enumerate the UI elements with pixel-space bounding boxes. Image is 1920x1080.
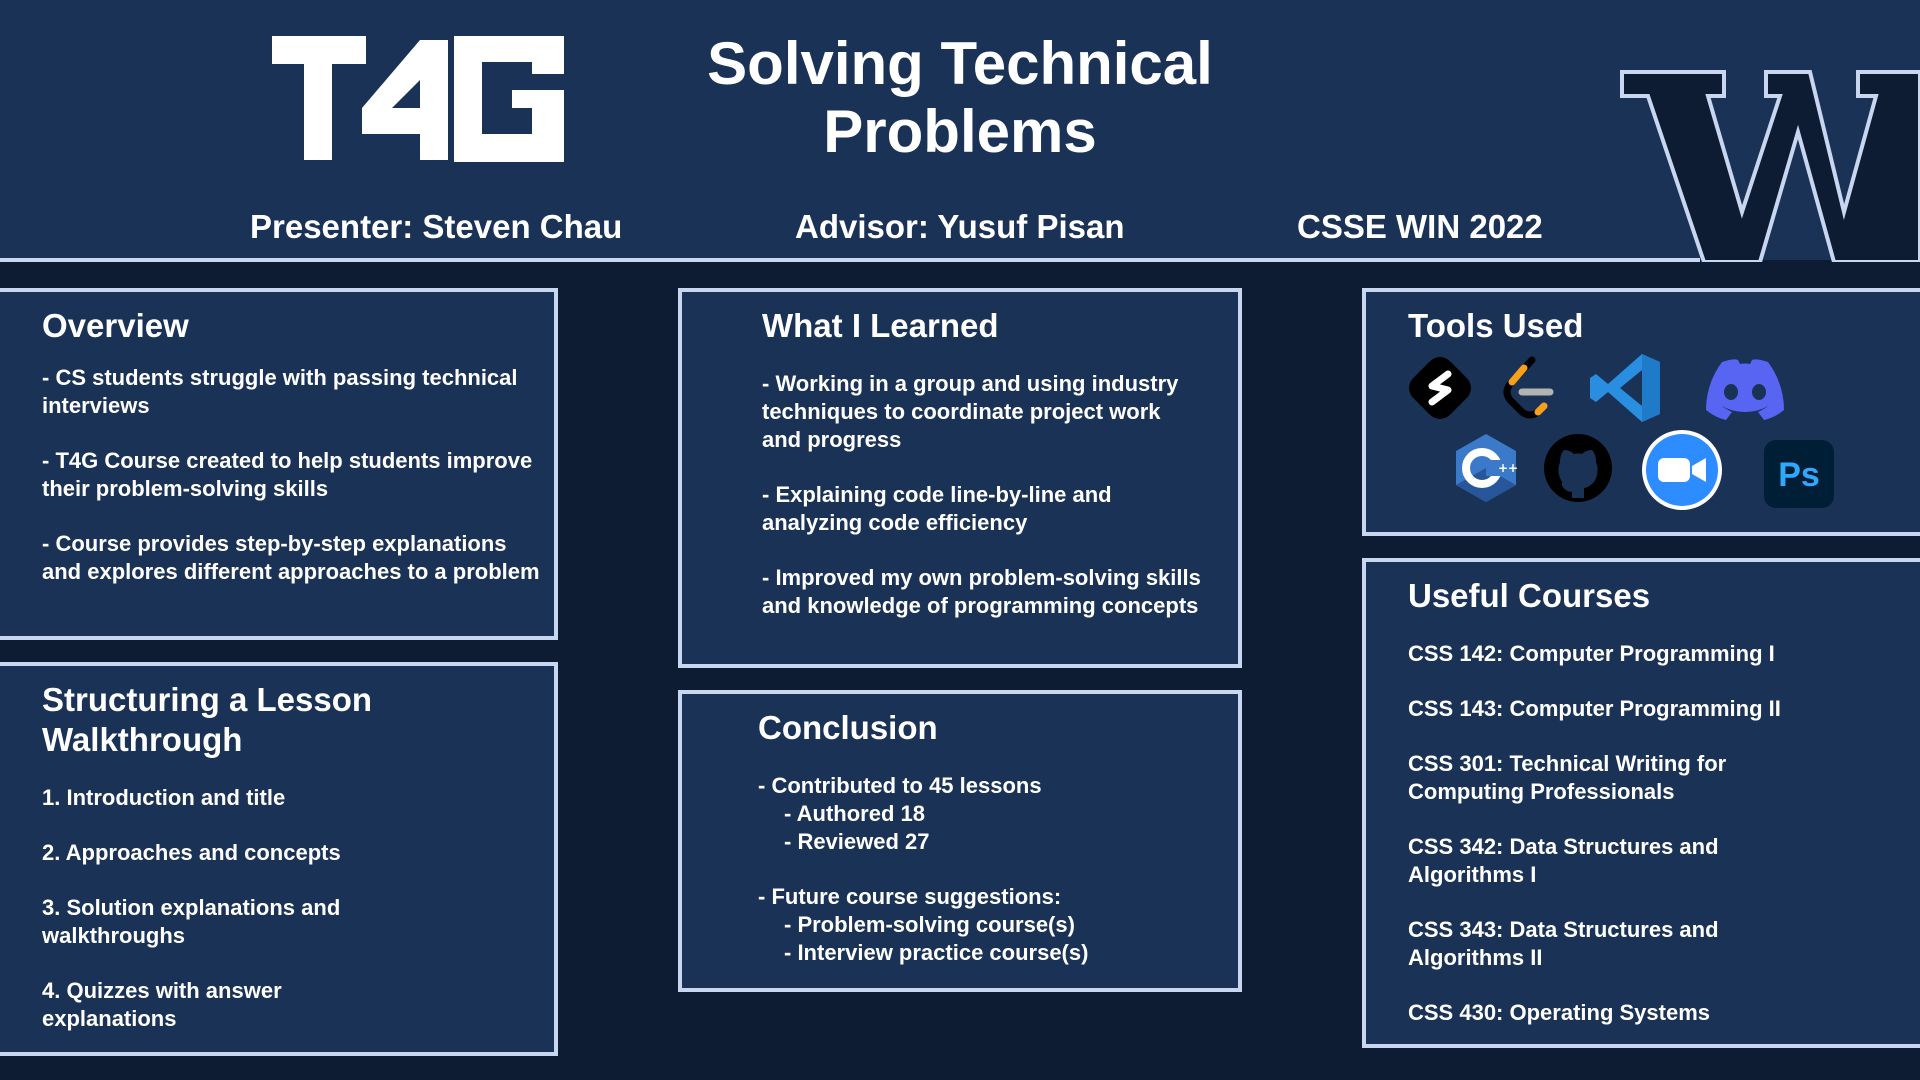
codesignal-icon bbox=[1409, 357, 1471, 419]
uw-w-logo bbox=[1620, 70, 1920, 262]
learned-item-2: - Explaining code line-by-line and analy… bbox=[762, 482, 1112, 535]
course-item-5: CSS 343: Data Structures and Algorithms … bbox=[1408, 917, 1719, 970]
structuring-title-line-2: Walkthrough bbox=[42, 721, 243, 758]
conclusion-authored: - Authored 18 bbox=[784, 801, 925, 826]
structuring-item-4: 4. Quizzes with answer explanations bbox=[42, 978, 282, 1031]
svg-text:++: ++ bbox=[1498, 461, 1518, 475]
conclusion-future-item-1: - Problem-solving course(s) bbox=[784, 912, 1075, 937]
conclusion-contributed: - Contributed to 45 lessons bbox=[758, 773, 1042, 798]
photoshop-icon: Ps bbox=[1764, 440, 1834, 508]
cpp-icon: ++ bbox=[1456, 434, 1518, 502]
conclusion-reviewed: - Reviewed 27 bbox=[784, 829, 930, 854]
conclusion-panel: Conclusion - Contributed to 45 lessons -… bbox=[678, 690, 1242, 992]
conclusion-future: - Future course suggestions: bbox=[758, 884, 1062, 909]
t4g-logo bbox=[272, 36, 564, 162]
title-line-1: Solving Technical bbox=[707, 30, 1213, 97]
learned-item-3: - Improved my own problem-solving skills… bbox=[762, 565, 1201, 618]
overview-item-1: - CS students struggle with passing tech… bbox=[42, 365, 518, 418]
header-divider bbox=[0, 258, 1700, 262]
zoom-icon bbox=[1642, 430, 1722, 510]
advisor-label: Advisor: Yusuf Pisan bbox=[795, 208, 1125, 245]
title-line-2: Problems bbox=[823, 98, 1097, 165]
structuring-item-1: 1. Introduction and title bbox=[42, 785, 286, 810]
course-item-4: CSS 342: Data Structures and Algorithms … bbox=[1408, 834, 1719, 887]
course-item-1: CSS 142: Computer Programming I bbox=[1408, 641, 1775, 666]
conclusion-future-item-2: - Interview practice course(s) bbox=[784, 940, 1089, 965]
header-banner: Solving Technical Problems Presenter: St… bbox=[0, 0, 1920, 262]
tools-panel: Tools Used ++ bbox=[1362, 288, 1920, 536]
conclusion-title: Conclusion bbox=[758, 709, 938, 746]
courses-panel: Useful Courses CSS 142: Computer Program… bbox=[1362, 558, 1920, 1048]
tools-title: Tools Used bbox=[1408, 307, 1584, 344]
course-item-3: CSS 301: Technical Writing for Computing… bbox=[1408, 751, 1727, 804]
discord-icon bbox=[1706, 359, 1784, 420]
overview-item-2: - T4G Course created to help students im… bbox=[42, 448, 533, 501]
leetcode-icon bbox=[1503, 356, 1554, 419]
github-icon bbox=[1544, 434, 1612, 502]
presenter-label: Presenter: Steven Chau bbox=[250, 208, 623, 245]
poster-title: Solving Technical Problems bbox=[680, 30, 1240, 166]
structuring-title-line-1: Structuring a Lesson bbox=[42, 681, 373, 718]
vscode-icon bbox=[1590, 354, 1660, 422]
structuring-title: Structuring a Lesson Walkthrough bbox=[42, 680, 542, 760]
learned-item-1: - Working in a group and using industry … bbox=[762, 371, 1179, 452]
learned-panel: What I Learned - Working in a group and … bbox=[678, 288, 1242, 668]
courses-title: Useful Courses bbox=[1408, 577, 1651, 614]
learned-title: What I Learned bbox=[762, 307, 999, 344]
structuring-panel: Structuring a Lesson Walkthrough 1. Intr… bbox=[0, 662, 558, 1056]
course-item-2: CSS 143: Computer Programming II bbox=[1408, 696, 1781, 721]
overview-panel: Overview - CS students struggle with pas… bbox=[0, 288, 558, 640]
photoshop-label: Ps bbox=[1778, 456, 1820, 494]
structuring-item-3: 3. Solution explanations and walkthrough… bbox=[42, 895, 341, 948]
overview-title: Overview bbox=[42, 307, 189, 344]
structuring-item-2: 2. Approaches and concepts bbox=[42, 840, 341, 865]
course-item-6: CSS 430: Operating Systems bbox=[1408, 1000, 1711, 1025]
term-label: CSSE WIN 2022 bbox=[1297, 208, 1543, 245]
overview-item-3: - Course provides step-by-step explanati… bbox=[42, 531, 540, 584]
